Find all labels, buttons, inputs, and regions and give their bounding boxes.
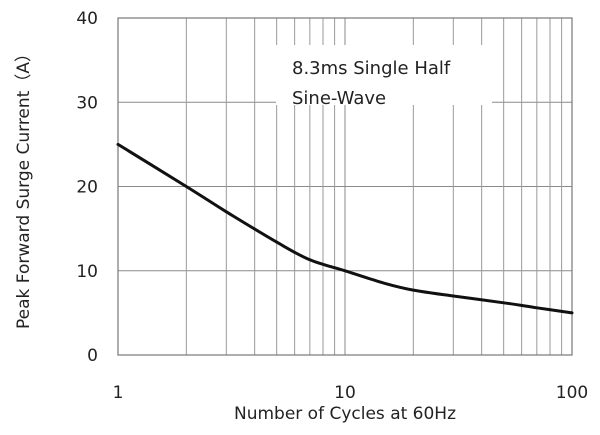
annotation-box: 8.3ms Single Half Sine-Wave xyxy=(276,45,492,109)
annotation-line-1: 8.3ms Single Half xyxy=(292,58,451,79)
y-tick-labels: 0 10 20 30 40 xyxy=(76,9,98,366)
x-tick-label-0: 1 xyxy=(113,383,124,403)
x-axis-title: Number of Cycles at 60Hz xyxy=(234,404,456,424)
y-tick-label-1: 10 xyxy=(76,262,98,282)
y-tick-label-4: 40 xyxy=(76,9,98,29)
x-tick-labels: 1 10 100 xyxy=(113,383,589,403)
x-tick-label-2: 100 xyxy=(556,383,588,403)
annotation-line-2: Sine-Wave xyxy=(292,88,386,109)
y-axis-title: Peak Forward Surge Current（A） xyxy=(14,45,34,329)
plot-frame xyxy=(117,17,573,356)
y-tick-label-2: 20 xyxy=(76,178,98,198)
y-tick-label-3: 30 xyxy=(76,93,98,113)
series-line xyxy=(116,142,574,315)
x-tick-label-1: 10 xyxy=(334,383,356,403)
y-tick-label-0: 0 xyxy=(87,346,98,366)
